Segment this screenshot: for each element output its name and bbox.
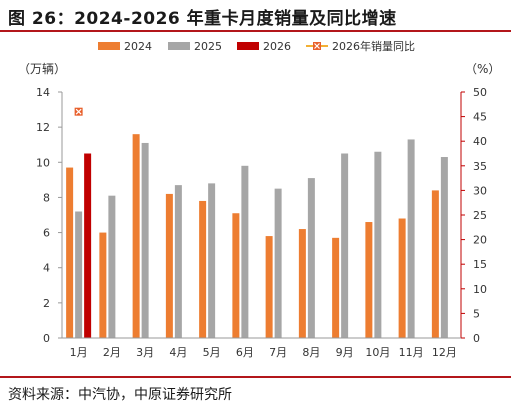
bar-2025-9月: [341, 153, 349, 338]
bar-line-chart: 2024 2025 2026 2026年销量同比 （万辆） （%） 024681012…: [18, 39, 500, 359]
bar-2024-10月: [365, 222, 373, 338]
bar-2024-9月: [332, 237, 340, 338]
source-rule: [0, 376, 511, 378]
right-tick-label: 40: [473, 135, 487, 148]
right-tick-label: 45: [473, 111, 487, 124]
bar-2025-6月: [241, 165, 249, 338]
bar-2025-11月: [407, 139, 415, 338]
legend-swatch: [98, 42, 120, 50]
bar-2024-2月: [99, 232, 107, 338]
legend-item-2025: 2025: [168, 40, 222, 53]
x-tick-label: 9月: [336, 346, 354, 359]
bar-2024-3月: [132, 134, 140, 338]
bar-2024-12月: [431, 190, 439, 338]
left-tick-label: 0: [43, 332, 50, 345]
right-tick-label: 15: [473, 258, 487, 271]
right-tick-label: 20: [473, 234, 487, 247]
x-tick-label: 5月: [203, 346, 221, 359]
legend-label: 2024: [124, 40, 152, 53]
right-tick-label: 10: [473, 283, 487, 296]
line-markers: [74, 107, 83, 116]
right-axis-ticks: 0 5 10 15 20 25 30 35 40 45 50: [461, 86, 487, 345]
bar-2024-5月: [199, 200, 207, 338]
bar-2024-4月: [165, 193, 173, 338]
bar-2024-7月: [265, 236, 273, 338]
title-rule: [0, 30, 511, 32]
legend-swatch: [168, 42, 190, 50]
left-axis-unit-label: （万辆）: [18, 62, 66, 76]
bar-2025-10月: [374, 151, 382, 338]
bar-2025-4月: [174, 185, 182, 338]
right-axis-unit-label: （%）: [465, 62, 500, 76]
x-tick-label: 1月: [70, 346, 88, 359]
legend-marker-cross: [314, 43, 320, 49]
bar-2024-6月: [232, 213, 240, 338]
bar-2025-2月: [108, 195, 116, 338]
left-tick-label: 14: [36, 86, 50, 99]
bar-2025-1月: [75, 211, 83, 338]
right-tick-label: 50: [473, 86, 487, 99]
x-tick-label: 4月: [169, 346, 187, 359]
x-tick-label: 8月: [302, 346, 320, 359]
legend: 2024 2025 2026 2026年销量同比: [98, 39, 415, 53]
legend-label: 2026: [263, 40, 291, 53]
left-tick-label: 2: [43, 297, 50, 310]
yoy-marker-cross: [75, 108, 82, 115]
bar-2024-8月: [298, 229, 306, 338]
bar-2025-8月: [307, 178, 315, 338]
left-tick-label: 6: [43, 227, 50, 240]
x-axis: 1月 2月 3月 4月 5月 6月 7月 8月 9月 10月 11月 12月: [61, 92, 462, 359]
right-tick-label: 30: [473, 184, 487, 197]
figure-title: 图 26：2024-2026 年重卡月度销量及同比增速: [8, 9, 397, 29]
bar-2026-1月: [84, 153, 92, 338]
x-tick-label: 6月: [236, 346, 254, 359]
left-tick-label: 12: [36, 121, 50, 134]
legend-swatch: [237, 42, 259, 50]
right-tick-label: 35: [473, 160, 487, 173]
x-tick-label: 10月: [365, 346, 390, 359]
x-tick-label: 7月: [269, 346, 287, 359]
bar-2024-1月: [66, 167, 74, 338]
legend-label: 2025: [194, 40, 222, 53]
bar-2025-12月: [440, 157, 448, 338]
x-tick-label: 3月: [136, 346, 154, 359]
legend-item-2026: 2026: [237, 40, 291, 53]
legend-item-2026年销量同比: 2026年销量同比: [306, 39, 415, 53]
x-tick-label: 2月: [103, 346, 121, 359]
right-tick-label: 0: [473, 332, 480, 345]
left-tick-label: 10: [36, 156, 50, 169]
left-tick-label: 4: [43, 262, 50, 275]
left-tick-label: 8: [43, 191, 50, 204]
bars: [66, 134, 448, 338]
right-tick-label: 25: [473, 209, 487, 222]
left-axis-ticks: 0 2 4 6 8 10 12 14: [36, 86, 62, 345]
bar-2024-11月: [398, 218, 406, 338]
x-tick-label: 12月: [432, 346, 457, 359]
legend-item-2024: 2024: [98, 40, 152, 53]
bar-2025-7月: [274, 188, 282, 338]
bar-2025-3月: [141, 142, 149, 338]
right-tick-label: 5: [473, 307, 480, 320]
source-note: 资料来源：中汽协，中原证券研究所: [8, 387, 232, 403]
x-tick-label: 11月: [399, 346, 424, 359]
bar-2025-5月: [208, 183, 216, 338]
legend-label: 2026年销量同比: [332, 39, 415, 53]
